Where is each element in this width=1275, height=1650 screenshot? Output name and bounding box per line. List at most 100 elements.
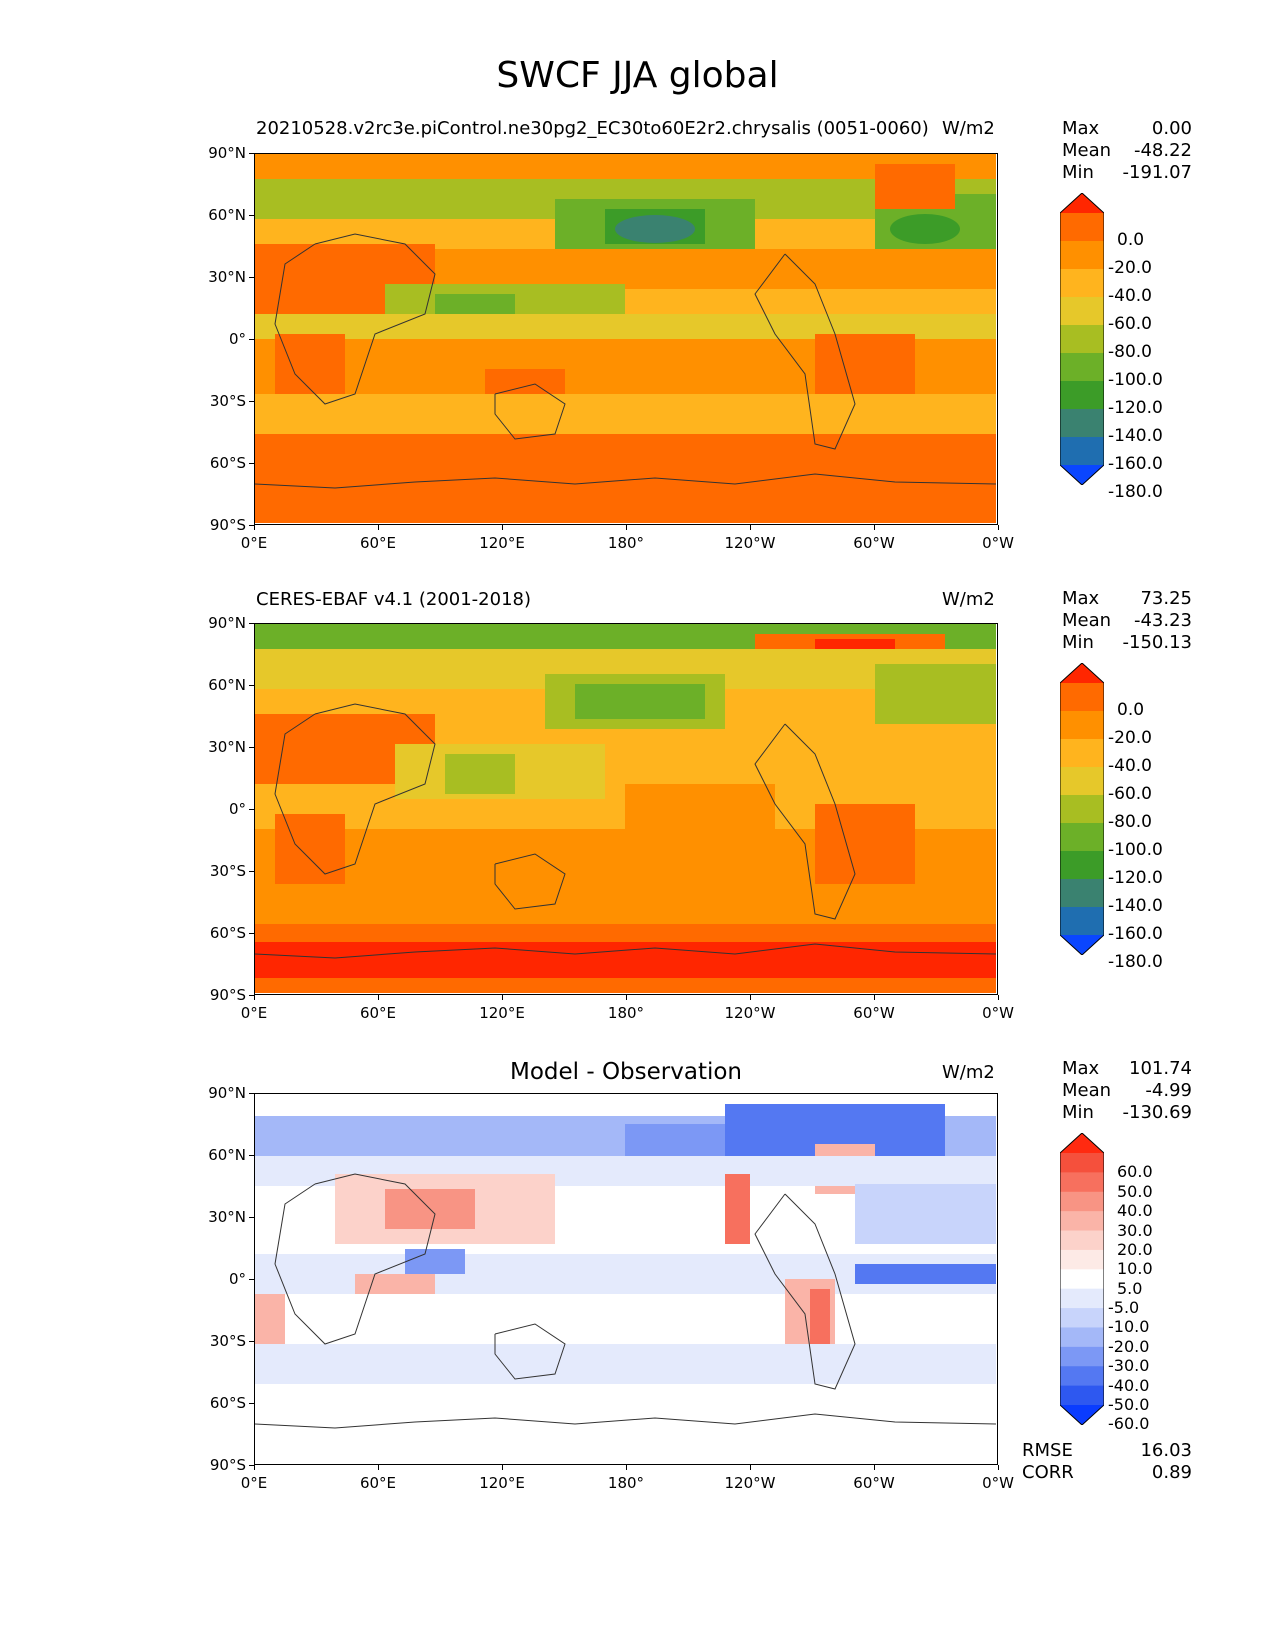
colorbar-tick-label: -160.0 — [1108, 924, 1163, 944]
x-tick — [626, 525, 627, 530]
x-tick-label: 120°W — [724, 1004, 776, 1022]
colorbar-tick-label: -40.0 — [1108, 286, 1152, 306]
y-tick — [249, 215, 254, 216]
x-tick — [378, 525, 379, 530]
colorbar-segment — [1060, 879, 1104, 908]
y-tick-label: 60°S — [209, 454, 246, 472]
x-tick-label: 180° — [607, 1474, 645, 1492]
x-tick — [750, 995, 751, 1000]
y-tick-label: 90°N — [208, 144, 246, 162]
colorbar-segment — [1060, 409, 1104, 438]
stat-min: -191.07 — [1122, 162, 1192, 183]
x-tick-label: 120°W — [724, 534, 776, 552]
rmse-value: 16.03 — [1140, 1440, 1192, 1461]
stat-max: 73.25 — [1140, 588, 1192, 609]
colorbar-tick-label: -20.0 — [1108, 258, 1152, 278]
y-tick — [249, 1093, 254, 1094]
y-tick-label: 60°N — [208, 1146, 246, 1164]
x-tick — [626, 995, 627, 1000]
x-tick — [502, 1465, 503, 1470]
y-tick — [249, 995, 254, 996]
y-tick — [249, 1155, 254, 1156]
colorbar-top-extend — [1060, 1133, 1104, 1153]
stat-max-label: Max — [1062, 588, 1100, 609]
colorbar — [1059, 1132, 1105, 1426]
y-tick-label: 0° — [228, 330, 246, 348]
x-tick — [502, 995, 503, 1000]
corr-label: CORR — [1022, 1462, 1074, 1483]
stat-mean: -43.23 — [1133, 610, 1192, 631]
y-tick — [249, 525, 254, 526]
y-tick — [249, 153, 254, 154]
x-tick — [750, 525, 751, 530]
colorbar-segment — [1060, 823, 1104, 852]
y-tick — [249, 623, 254, 624]
colorbar-segment — [1060, 213, 1104, 242]
colorbar-tick-label: -40.0 — [1108, 1375, 1150, 1395]
colorbar-tick-label: -60.0 — [1108, 1414, 1150, 1434]
y-tick-label: 30°N — [208, 268, 246, 286]
stat-mean: -4.99 — [1145, 1080, 1192, 1101]
colorbar-tick-label: -40.0 — [1108, 756, 1152, 776]
colorbar-segment — [1060, 353, 1104, 382]
colorbar-graphic — [1059, 192, 1105, 486]
y-tick — [249, 463, 254, 464]
x-tick-label: 0°E — [240, 1474, 268, 1492]
y-tick — [249, 1217, 254, 1218]
colorbar-tick-label: -100.0 — [1108, 840, 1163, 860]
colorbar-segment — [1060, 269, 1104, 298]
colorbar-segment — [1060, 437, 1104, 466]
y-tick-label: 90°N — [208, 1084, 246, 1102]
colorbar-tick-label: -80.0 — [1108, 342, 1152, 362]
colorbar-tick-label: 20.0 — [1117, 1239, 1153, 1259]
colorbar-tick-label: -10.0 — [1108, 1317, 1150, 1337]
colorbar-tick-label: 0.0 — [1117, 700, 1145, 720]
colorbar-segment — [1060, 1211, 1104, 1232]
y-tick — [249, 809, 254, 810]
stat-min: -130.69 — [1122, 1102, 1192, 1123]
y-tick — [249, 1279, 254, 1280]
colorbar-segment — [1060, 1385, 1104, 1406]
stat-mean-label: Mean — [1062, 1080, 1112, 1101]
colorbar-tick-label: -140.0 — [1108, 426, 1163, 446]
colorbar-segment — [1060, 1288, 1104, 1309]
colorbar-segment — [1060, 241, 1104, 270]
colorbar-segment — [1060, 851, 1104, 880]
colorbar-tick-label: 30.0 — [1117, 1220, 1153, 1240]
y-tick — [249, 277, 254, 278]
stats-box: Max 0.00 Mean -48.22 Min -191.07 — [1062, 118, 1192, 184]
colorbar-segment — [1060, 907, 1104, 936]
y-tick-label: 60°S — [209, 1394, 246, 1412]
panel-title: Model - Observation — [509, 1059, 743, 1085]
colorbar-tick-label: -160.0 — [1108, 454, 1163, 474]
colorbar-tick-label: 0.0 — [1117, 230, 1145, 250]
colorbar-tick-label: 40.0 — [1117, 1201, 1153, 1221]
colorbar-tick-label: -60.0 — [1108, 314, 1152, 334]
stat-max-label: Max — [1062, 118, 1100, 139]
colorbar-segment — [1060, 795, 1104, 824]
y-tick-label: 30°S — [209, 862, 246, 880]
stat-mean-label: Mean — [1062, 610, 1112, 631]
stats-box: Max 101.74 Mean -4.99 Min -130.69 — [1062, 1058, 1192, 1124]
units-label: W/m2 — [942, 1062, 995, 1083]
colorbar-segment — [1060, 767, 1104, 796]
colorbar-bottom-extend — [1060, 465, 1104, 485]
y-tick-label: 60°S — [209, 924, 246, 942]
colorbar-segment — [1060, 1172, 1104, 1193]
y-tick — [249, 339, 254, 340]
y-tick-label: 60°N — [208, 676, 246, 694]
stat-min-label: Min — [1062, 1102, 1094, 1123]
colorbar-segment — [1060, 1346, 1104, 1367]
x-tick-label: 120°W — [724, 1474, 776, 1492]
x-tick-label: 60°E — [359, 1474, 397, 1492]
colorbar-tick-label: -120.0 — [1108, 398, 1163, 418]
x-tick-label: 0°W — [982, 1474, 1014, 1492]
colorbar-segment — [1060, 711, 1104, 740]
units-label: W/m2 — [942, 118, 995, 139]
x-tick-label: 0°E — [240, 534, 268, 552]
colorbar-bottom-extend — [1060, 935, 1104, 955]
y-tick — [249, 1341, 254, 1342]
colorbar-tick-label: 5.0 — [1117, 1278, 1143, 1298]
x-tick — [254, 1465, 255, 1470]
x-tick-label: 120°E — [479, 1004, 525, 1022]
